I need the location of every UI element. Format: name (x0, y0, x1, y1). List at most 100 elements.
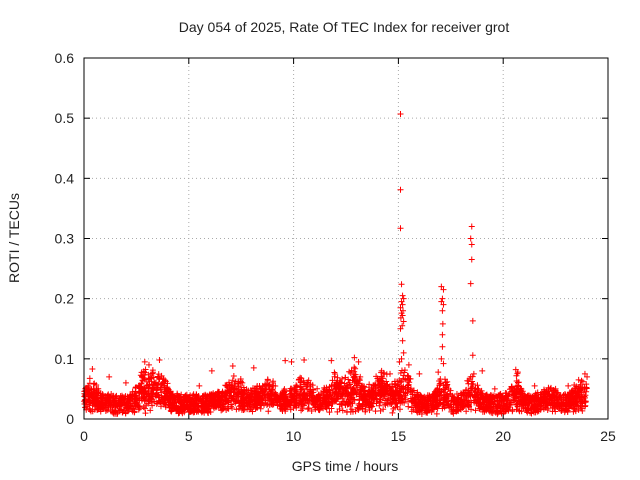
roti-point (82, 385, 89, 392)
roti-point (543, 388, 550, 395)
roti-point (139, 377, 146, 384)
roti-point (397, 325, 404, 332)
roti-point (235, 380, 242, 387)
roti-point (286, 387, 293, 394)
roti-point (537, 406, 544, 413)
roti-point (262, 382, 269, 389)
roti-point (374, 397, 381, 404)
roti-point (334, 377, 341, 384)
roti-point (540, 400, 547, 407)
roti-point (416, 370, 423, 377)
roti-point (266, 384, 273, 391)
roti-point (323, 394, 330, 401)
roti-point (351, 397, 358, 404)
roti-point (91, 388, 98, 395)
roti-point (102, 408, 109, 415)
x-tick-label: 20 (495, 428, 511, 444)
roti-point (410, 406, 417, 413)
roti-point (369, 403, 376, 410)
roti-point (331, 373, 338, 380)
roti-point (399, 301, 406, 308)
roti-point (514, 369, 521, 376)
roti-point (355, 405, 362, 412)
roti-point (148, 375, 155, 382)
roti-point (351, 354, 358, 361)
roti-point (206, 400, 213, 407)
roti-point (467, 280, 474, 287)
roti-point (104, 395, 111, 402)
roti-point (468, 399, 475, 406)
roti-point (141, 397, 148, 404)
roti-point (138, 386, 145, 393)
roti-point (119, 409, 126, 416)
roti-point (107, 396, 114, 403)
roti-point (277, 405, 284, 412)
roti-point (379, 386, 386, 393)
roti-point (579, 378, 586, 385)
roti-point (564, 408, 571, 415)
roti-point (551, 405, 558, 412)
roti-point (244, 402, 251, 409)
roti-point (286, 398, 293, 405)
roti-point (415, 399, 422, 406)
roti-point (233, 398, 240, 405)
roti-point (475, 402, 482, 409)
roti-point (308, 392, 315, 399)
roti-point (436, 400, 443, 407)
roti-point (399, 292, 406, 299)
roti-point (147, 407, 154, 414)
roti-point (147, 391, 154, 398)
roti-point (448, 408, 455, 415)
roti-point (234, 386, 241, 393)
roti-point (233, 385, 240, 392)
roti-point (122, 379, 129, 386)
roti-point (405, 361, 412, 368)
roti-point (405, 373, 412, 380)
roti-point (162, 403, 169, 410)
roti-point (430, 402, 437, 409)
roti-point (107, 404, 114, 411)
roti-point (150, 382, 157, 389)
roti-point (463, 408, 470, 415)
roti-point (399, 386, 406, 393)
roti-point (149, 396, 156, 403)
roti-point (87, 387, 94, 394)
roti-point (273, 392, 280, 399)
roti-point (463, 386, 470, 393)
roti-point (564, 397, 571, 404)
roti-point (282, 357, 289, 364)
roti-point (153, 386, 160, 393)
roti-point (132, 388, 139, 395)
roti-point (305, 405, 312, 412)
roti-point (287, 390, 294, 397)
roti-point (418, 403, 425, 410)
roti-point (365, 384, 372, 391)
roti-point (167, 392, 174, 399)
roti-point (514, 386, 521, 393)
roti-point (297, 397, 304, 404)
roti-point (193, 399, 200, 406)
roti-point (394, 378, 401, 385)
roti-point (503, 397, 510, 404)
roti-point (250, 364, 257, 371)
roti-point (498, 396, 505, 403)
roti-point (266, 402, 273, 409)
roti-point (86, 375, 93, 382)
roti-point (440, 286, 447, 293)
roti-point (145, 376, 152, 383)
roti-point (120, 401, 127, 408)
roti-point (373, 373, 380, 380)
roti-point (425, 397, 432, 404)
roti-point (437, 392, 444, 399)
roti-point (583, 384, 590, 391)
roti-point (405, 403, 412, 410)
roti-point (187, 398, 194, 405)
roti-point (126, 398, 133, 405)
roti-point (492, 403, 499, 410)
roti-point (149, 370, 156, 377)
roti-point (465, 403, 472, 410)
roti-point (436, 382, 443, 389)
roti-point (370, 396, 377, 403)
roti-point (92, 394, 99, 401)
y-tick-label: 0.2 (55, 291, 75, 307)
